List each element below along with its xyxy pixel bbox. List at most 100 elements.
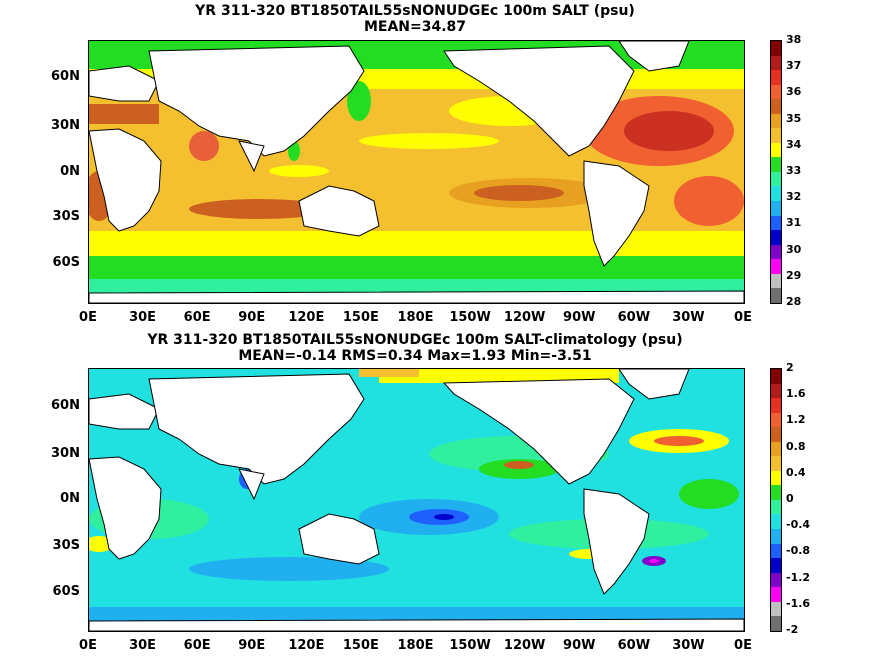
panel2-colorbar-swatch xyxy=(771,485,781,500)
panel2-lat-label-60n: 60N xyxy=(51,398,80,413)
panel2-lat-label-30s: 30S xyxy=(52,538,80,553)
panel1-lat-label-30n: 30N xyxy=(51,118,80,133)
panel2-colorbar-swatch xyxy=(771,572,781,588)
panel1-colorbar-swatch xyxy=(771,244,781,260)
panel2-lon-label: 60E xyxy=(183,638,211,653)
panel2-colorbar-swatch xyxy=(771,398,781,413)
panel1-colorbar-swatch xyxy=(771,171,781,187)
panel1-colorbar-label: 28 xyxy=(786,295,802,308)
panel2-colorbar-swatch xyxy=(771,470,781,486)
panel2-colorbar-label: -1.6 xyxy=(786,596,811,610)
panel1-colorbar-swatch xyxy=(771,157,781,172)
panel1-lon-label: 90W xyxy=(563,310,596,325)
panel1-colorbar-swatch xyxy=(771,288,781,303)
panel2-lat-label-60s: 60S xyxy=(52,584,80,599)
panel2-colorbar-swatch xyxy=(771,601,781,617)
panel2-lat-label-30n: 30N xyxy=(51,446,80,461)
panel2-colorbar-swatch xyxy=(771,616,781,631)
panel1-colorbar-swatch xyxy=(771,128,781,143)
panel1-colorbar-label: 29 xyxy=(786,268,802,282)
panel2-colorbar-label: 0 xyxy=(786,492,794,505)
panel2-lon-label: 180E xyxy=(397,638,434,653)
panel1-colorbar-swatch xyxy=(771,113,781,129)
panel2-lon-label: 120W xyxy=(503,638,546,653)
panel1-colorbar-swatch xyxy=(771,230,781,245)
panel2-colorbar-swatch xyxy=(771,587,781,602)
panel2-lat-label-0n: 0N xyxy=(60,491,80,506)
panel1-lon-label: 90E xyxy=(238,310,266,325)
panel1-lon-label: 30W xyxy=(672,310,705,325)
panel2-colorbar-swatch xyxy=(771,427,781,442)
panel2-colorbar-label: -0.8 xyxy=(786,544,811,558)
panel1-lon-label: 180E xyxy=(397,310,434,325)
panel1-salinity-map xyxy=(88,40,745,304)
panel2-lon-label: 90W xyxy=(563,638,596,653)
panel1-lon-label: 0E xyxy=(734,310,752,325)
panel2-colorbar-swatch xyxy=(771,514,781,530)
panel2-lon-label: 30E xyxy=(129,638,157,653)
panel2-colorbar-swatch xyxy=(771,558,781,573)
panel2-colorbar-label: -0.4 xyxy=(786,518,811,532)
panel2-colorbar-swatch xyxy=(771,441,781,457)
panel1-colorbar-label: 34 xyxy=(786,137,802,151)
panel2-colorbar-label: 2 xyxy=(786,361,794,374)
panel1-lat-label-30s: 30S xyxy=(52,209,80,224)
panel2-colorbar-label: -2 xyxy=(786,623,799,636)
panel1-lat-label-0n: 0N xyxy=(60,164,80,179)
panel2-lon-label: 150W xyxy=(449,638,491,653)
panel2-lon-label: 30W xyxy=(672,638,705,653)
panel2-colorbar xyxy=(770,368,782,632)
panel2-colorbar-label: 1.6 xyxy=(786,387,806,401)
panel1-colorbar-swatch xyxy=(771,215,781,231)
panel2-colorbar-label: 0.8 xyxy=(786,439,806,453)
panel1-lon-label: 30E xyxy=(129,310,157,325)
panel1-colorbar-swatch xyxy=(771,273,781,289)
panel1-colorbar-label: 36 xyxy=(786,85,802,99)
panel1-colorbar-label: 37 xyxy=(786,59,802,73)
panel1-colorbar-swatch xyxy=(771,41,781,56)
panel1-colorbar-label: 35 xyxy=(786,111,802,125)
panel2-colorbar-label: 0.4 xyxy=(786,465,806,479)
panel1-lon-label: 150E xyxy=(342,310,379,325)
panel1-lat-label-60n: 60N xyxy=(51,69,80,84)
panel1-colorbar-swatch xyxy=(771,201,781,216)
panel2-colorbar-label: 1.2 xyxy=(786,413,806,427)
panel2-colorbar-swatch xyxy=(771,456,781,471)
panel2-title-line2: MEAN=-0.14 RMS=0.34 Max=1.93 Min=-3.51 xyxy=(238,348,592,364)
panel1-colorbar xyxy=(770,40,782,304)
panel2-colorbar-swatch xyxy=(771,383,781,399)
panel2-title-line1: YR 311-320 BT1850TAIL55sNONUDGEc 100m SA… xyxy=(147,332,683,348)
panel1-lon-label: 0E xyxy=(79,310,97,325)
panel2-colorbar-swatch xyxy=(771,369,781,384)
panel1-colorbar-swatch xyxy=(771,142,781,158)
panel1-colorbar-label: 30 xyxy=(786,242,802,256)
panel1-colorbar-swatch xyxy=(771,99,781,114)
panel2-salinity-anomaly-map xyxy=(88,368,745,632)
panel1-lon-label: 120E xyxy=(288,310,325,325)
panel1-lon-label: 150W xyxy=(449,310,491,325)
panel1-colorbar-swatch xyxy=(771,84,781,100)
panel1-title-line1: YR 311-320 BT1850TAIL55sNONUDGEc 100m SA… xyxy=(195,3,635,19)
panel2-colorbar-swatch xyxy=(771,543,781,559)
panel2-lon-label: 0E xyxy=(734,638,752,653)
panel1-colorbar-swatch xyxy=(771,55,781,71)
panel2-lon-label: 0E xyxy=(79,638,97,653)
panel2-colorbar-swatch xyxy=(771,412,781,428)
panel1-colorbar-swatch xyxy=(771,186,781,202)
panel1-lon-label: 60E xyxy=(183,310,211,325)
panel1-lon-label: 120W xyxy=(503,310,546,325)
panel2-lon-label: 60W xyxy=(617,638,651,653)
panel1-colorbar-swatch xyxy=(771,259,781,274)
panel2-lon-label: 120E xyxy=(288,638,325,653)
panel1-title-line2: MEAN=34.87 xyxy=(363,19,467,35)
panel1-lat-label-60s: 60S xyxy=(52,255,80,270)
panel1-colorbar-swatch xyxy=(771,70,781,85)
panel2-colorbar-label: -1.2 xyxy=(786,570,811,584)
panel2-colorbar-swatch xyxy=(771,499,781,515)
panel2-lon-label: 150E xyxy=(342,638,379,653)
panel2-colorbar-swatch xyxy=(771,529,781,544)
panel1-colorbar-label: 32 xyxy=(786,190,802,204)
panel1-lon-label: 60W xyxy=(617,310,651,325)
panel1-colorbar-label: 33 xyxy=(786,164,802,177)
panel1-colorbar-label: 38 xyxy=(786,33,802,46)
